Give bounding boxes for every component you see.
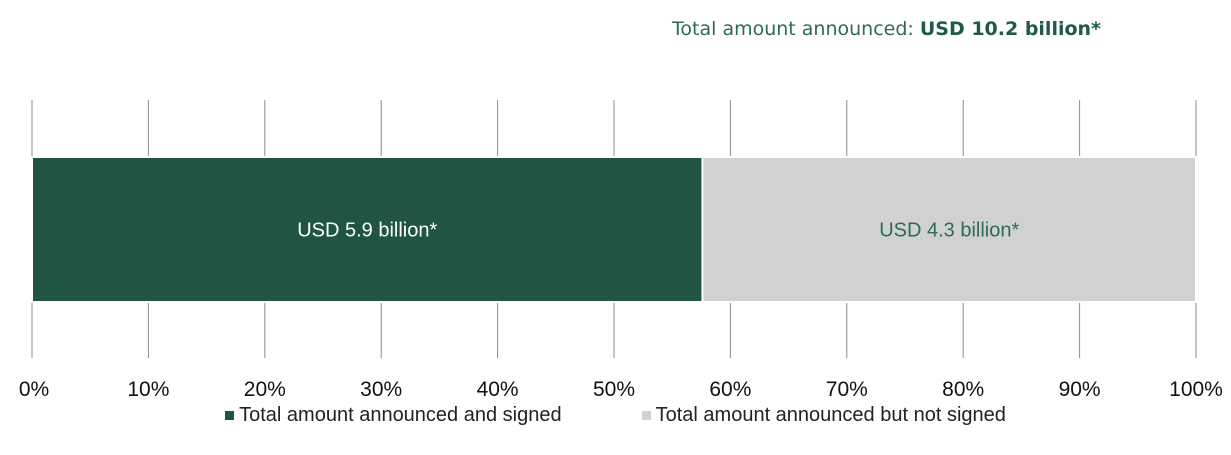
chart-header: Total amount announced: USD 10.2 billion* xyxy=(672,18,1101,40)
header-total-value: USD 10.2 billion* xyxy=(919,18,1101,40)
data-label-1: USD 4.3 billion* xyxy=(879,220,1019,242)
legend: Total amount announced and signed Total … xyxy=(0,404,1231,427)
legend-label-signed: Total amount announced and signed xyxy=(239,404,562,426)
data-label-0: USD 5.9 billion* xyxy=(297,220,437,242)
x-tick-label: 20% xyxy=(244,378,286,401)
legend-item-not-signed: Total amount announced but not signed xyxy=(641,404,1006,427)
bar-segments xyxy=(31,156,1197,303)
data-labels: USD 5.9 billion* USD 4.3 billion* xyxy=(297,220,1019,242)
legend-swatch-not-signed xyxy=(641,411,651,420)
legend-item-signed: Total amount announced and signed xyxy=(225,404,562,427)
bar-segment-1 xyxy=(701,156,1197,303)
x-axis-tick-labels: 0% 10% 20% 30% 40% 50% 60% 70% 80% 90% 100% xyxy=(19,378,1223,401)
x-tick-label: 70% xyxy=(826,378,868,401)
x-tick-label: 30% xyxy=(360,378,402,401)
x-tick-label: 100% xyxy=(1169,378,1223,401)
legend-swatch-signed xyxy=(225,411,235,420)
legend-label-not-signed: Total amount announced but not signed xyxy=(655,404,1006,426)
x-tick-label: 50% xyxy=(593,378,635,401)
x-tick-label: 80% xyxy=(942,378,984,401)
header-label: Total amount announced: xyxy=(672,18,914,40)
x-tick-label: 60% xyxy=(709,378,751,401)
x-tick-label: 40% xyxy=(477,378,519,401)
x-tick-label: 90% xyxy=(1059,378,1101,401)
bar-segment-0 xyxy=(31,156,704,303)
x-tick-label: 0% xyxy=(19,378,49,401)
x-tick-label: 10% xyxy=(127,378,169,401)
